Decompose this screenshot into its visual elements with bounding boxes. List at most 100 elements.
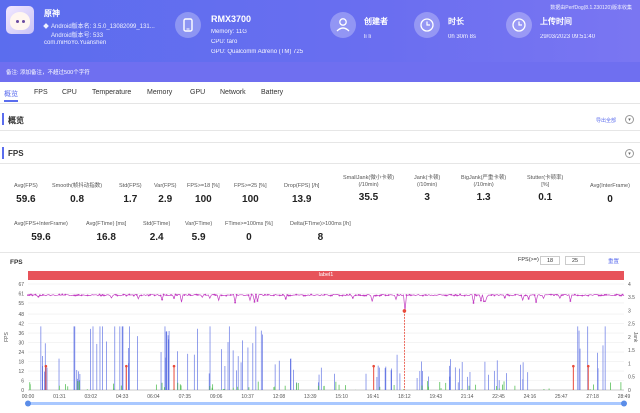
big-jank-marker bbox=[372, 364, 375, 368]
stat-fps-25: FPS>=25 [%] 100 bbox=[234, 183, 267, 205]
phone-icon bbox=[175, 12, 201, 38]
x-tick-label: 04:33 bbox=[116, 394, 129, 400]
y-left-tick-label: 12 bbox=[18, 369, 24, 375]
tab-gpu[interactable]: GPU bbox=[190, 89, 206, 96]
app-version-name: Android版本名: 3.5.0_13082099_131... bbox=[43, 21, 155, 30]
stat-delta-ftime: Delta(FTime)>100ms [/h] 8 bbox=[290, 221, 351, 243]
stat-var-fps: Var(FPS) 2.9 bbox=[154, 183, 177, 205]
x-tick-label: 03:02 bbox=[84, 394, 97, 400]
y-right-tick-label: 2 bbox=[628, 335, 631, 341]
x-tick-label: 10:37 bbox=[241, 394, 254, 400]
chart-title: FPS bbox=[10, 259, 23, 266]
upload-label: 上传时间 bbox=[540, 17, 572, 26]
x-tick-label: 07:35 bbox=[179, 394, 192, 400]
stat-smooth: Smooth(帧抖动指数) 0.8 bbox=[52, 183, 103, 205]
stat-var-ftime: Var(FTime) 5.9 bbox=[185, 221, 213, 243]
device-memory: Memory: 11G bbox=[211, 29, 247, 35]
android-icon bbox=[43, 23, 49, 30]
chart-scroll-handle-right bbox=[621, 400, 627, 407]
tab-battery[interactable]: Battery bbox=[261, 89, 284, 96]
y-right-tick-label: 1.5 bbox=[628, 348, 635, 354]
tab-memory[interactable]: Memory bbox=[147, 89, 173, 96]
x-tick-label: 00:00 bbox=[22, 394, 35, 400]
section-accent bbox=[2, 147, 4, 159]
y-right-tick-label: 4 bbox=[628, 282, 631, 288]
fps-filter-input-1[interactable]: 18 bbox=[540, 256, 560, 265]
y-left-tick-label: 6 bbox=[21, 378, 24, 384]
label-bar[interactable]: label1 bbox=[28, 271, 624, 280]
y-left-tick-label: 0 bbox=[21, 388, 24, 394]
y-left-tick-label: 55 bbox=[18, 301, 24, 307]
stat-ftime-100: FTime>=100ms [%] 0 bbox=[225, 221, 273, 243]
fps-section-title: FPS bbox=[8, 149, 24, 158]
upload-value: 29/03/2023 09:51:40 bbox=[540, 34, 596, 40]
y-right-axis-label: Jank bbox=[632, 332, 638, 343]
divider bbox=[0, 163, 640, 164]
fps-chart[interactable]: 0 6 12 18 24 30 36 42 48 55 61 67 0 0.5 1 1.5 2 2.5 3 3.5 4 F… bbox=[0, 280, 640, 413]
stat-avg-ftime: Avg(FTime) [ms] 16.8 bbox=[86, 221, 127, 243]
big-jank-marker bbox=[572, 364, 575, 368]
tab-overview[interactable]: 概览 bbox=[4, 91, 18, 98]
stat-avg-fps: Avg(FPS) 59.6 bbox=[14, 183, 38, 205]
y-right-tick-label: 1 bbox=[628, 361, 631, 367]
overview-title: 概览 bbox=[8, 116, 24, 125]
y-left-tick-label: 18 bbox=[18, 359, 24, 365]
y-left-tick-label: 67 bbox=[18, 282, 24, 288]
fps-filter-label: FPS(>=) bbox=[518, 257, 539, 263]
collapse-fps-icon[interactable]: ▾ bbox=[625, 149, 634, 158]
tab-temperature[interactable]: Temperature bbox=[92, 89, 132, 96]
x-tick-label: 01:31 bbox=[53, 394, 66, 400]
clock-icon bbox=[414, 12, 440, 38]
device-name: RMX3700 bbox=[211, 14, 252, 24]
y-left-axis-label: FPS bbox=[4, 331, 10, 341]
user-icon bbox=[330, 12, 356, 38]
x-tick-label: 06:04 bbox=[147, 394, 160, 400]
y-left-tick-label: 61 bbox=[18, 291, 24, 297]
stat-avg-interframe: Avg(InterFrame) 0 bbox=[590, 183, 630, 205]
chart-scrollbar-thumb bbox=[28, 402, 624, 405]
y-left-tick-label: 36 bbox=[18, 331, 24, 337]
stat-stutter: Stutter(卡顿率) [%] 0.1 bbox=[527, 175, 564, 203]
x-tick-label: 19:43 bbox=[430, 394, 443, 400]
x-tick-label: 24:16 bbox=[524, 394, 537, 400]
stat-std-fps: Std(FPS) 1.7 bbox=[119, 183, 142, 205]
tab-fps[interactable]: FPS bbox=[34, 89, 48, 96]
x-tick-label: 15:10 bbox=[335, 394, 348, 400]
y-left-tick-label: 30 bbox=[18, 340, 24, 346]
stat-std-ftime: Std(FTime) 2.4 bbox=[143, 221, 171, 243]
y-right-tick-label: 3.5 bbox=[628, 295, 635, 301]
app-version-code: Android版本号: 533 bbox=[51, 33, 104, 39]
divider bbox=[0, 252, 640, 253]
y-right-tick-label: 0.5 bbox=[628, 375, 635, 381]
stat-fps-18: FPS>=18 [%] 100 bbox=[187, 183, 220, 205]
header-banner: 原神 Android版本名: 3.5.0_13082099_131... And… bbox=[0, 0, 640, 62]
fps-filter-input-2[interactable]: 25 bbox=[565, 256, 585, 265]
y-left-tick-label: 24 bbox=[18, 350, 24, 356]
stat-avg-fps-interframe: Avg(FPS+InterFrame) 59.6 bbox=[14, 221, 68, 243]
x-tick-label: 27:18 bbox=[586, 394, 599, 400]
export-all-link[interactable]: 导出全部 bbox=[595, 118, 616, 124]
creator-label: 创建者 bbox=[364, 17, 388, 26]
x-tick-label: 13:39 bbox=[304, 394, 317, 400]
collapse-overview-icon[interactable]: ▾ bbox=[625, 115, 634, 124]
reset-link[interactable]: 重置 bbox=[608, 259, 620, 265]
y-right-tick-label: 0 bbox=[628, 388, 631, 394]
big-jank-marker bbox=[125, 364, 128, 368]
tab-cpu[interactable]: CPU bbox=[62, 89, 77, 96]
app-avatar-icon bbox=[6, 6, 34, 34]
stat-jank: Jank(卡顿) (/10min) 3 bbox=[414, 175, 441, 203]
big-jank-marker bbox=[586, 364, 590, 368]
note-bar[interactable]: 备注: 添加备注，不超过500个字符 bbox=[0, 62, 640, 82]
tab-network[interactable]: Network bbox=[220, 89, 246, 96]
divider bbox=[0, 142, 640, 143]
tab-bar: 概览 FPS CPU Temperature Memory GPU Networ… bbox=[0, 82, 640, 104]
stat-drop-fps: Drop(FPS) [/h] 13.9 bbox=[284, 183, 320, 205]
stat-big-jank: BigJank(严重卡顿) (/10min) 1.3 bbox=[461, 175, 507, 203]
x-tick-label: 22:45 bbox=[492, 394, 505, 400]
chart-scroll-handle-left bbox=[25, 400, 31, 407]
x-tick-label: 28:49 bbox=[618, 394, 631, 400]
x-tick-label: 16:41 bbox=[367, 394, 380, 400]
divider bbox=[0, 130, 640, 131]
big-jank-marker bbox=[44, 364, 48, 368]
x-tick-label: 09:06 bbox=[210, 394, 223, 400]
